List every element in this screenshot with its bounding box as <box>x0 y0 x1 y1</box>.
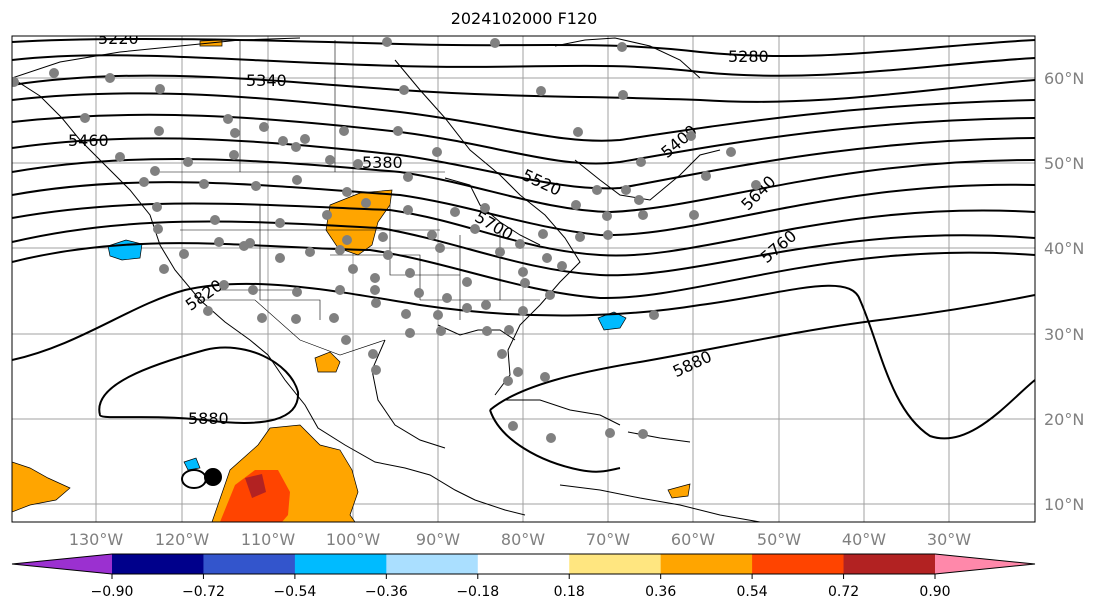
contour-label: 5220 <box>98 29 139 48</box>
colorbar-tick-label: −0.18 <box>456 584 499 600</box>
contour-label: 5400 <box>657 121 700 162</box>
colorbar-segment <box>569 554 662 574</box>
lon-label: 80°W <box>501 530 545 549</box>
lat-label: 40°N <box>1044 239 1084 258</box>
lon-label: 30°W <box>927 530 971 549</box>
contour-label: 5520 <box>519 165 564 199</box>
contour-label: 5460 <box>68 131 109 150</box>
lat-label: 50°N <box>1044 154 1084 173</box>
latitude-labels: 60°N 50°N 40°N 30°N 20°N 10°N <box>1044 69 1084 514</box>
colorbar-tick-label: −0.72 <box>182 584 225 600</box>
anomaly-fill <box>12 39 691 522</box>
lon-label: 110°W <box>241 530 296 549</box>
longitude-labels: 130°W 120°W 110°W 100°W 90°W 80°W 70°W 6… <box>69 530 971 549</box>
station-dots <box>12 37 761 443</box>
tropical-symbol <box>181 468 222 489</box>
colorbar-tick-label: 0.72 <box>828 584 859 600</box>
colorbar-segment <box>112 554 204 574</box>
map-frame <box>11 35 1036 523</box>
map-title: 2024102000 F120 <box>450 9 598 28</box>
colorbar-extend-low <box>12 554 112 574</box>
contour-label-group: 5220 5340 5280 5460 5380 5400 5520 5700 … <box>68 29 800 428</box>
lon-label: 120°W <box>155 530 210 549</box>
height-contours <box>12 37 1035 473</box>
lon-label: 100°W <box>326 530 381 549</box>
lon-label: 90°W <box>416 530 460 549</box>
colorbar-extend-high <box>935 554 1035 574</box>
lon-label: 130°W <box>69 530 124 549</box>
colorbar-segment <box>386 554 479 574</box>
lon-label: 60°W <box>671 530 715 549</box>
lon-label: 40°W <box>842 530 886 549</box>
contour-label: 5280 <box>728 47 769 66</box>
colorbar-tick-label: 0.18 <box>554 584 585 600</box>
colorbar <box>11 553 1036 575</box>
colorbar-tick-label: 0.36 <box>645 584 676 600</box>
contour-label: 5340 <box>246 71 287 90</box>
colorbar-tick-label: −0.36 <box>365 584 408 600</box>
lon-label: 50°W <box>757 530 801 549</box>
colorbar-ticks: −0.90 −0.72 −0.54 −0.36 −0.18 0.18 0.36 0.54 0.7… <box>91 574 951 600</box>
colorbar-segment <box>843 554 936 574</box>
contour-label: 5640 <box>737 172 779 214</box>
colorbar-segment <box>660 554 753 574</box>
lat-label: 10°N <box>1044 495 1084 514</box>
contour-label: 5880 <box>188 409 229 428</box>
colorbar-segment <box>477 554 570 574</box>
colorbar-segment <box>752 554 845 574</box>
contour-label: 5380 <box>362 153 403 172</box>
lat-label: 20°N <box>1044 410 1084 429</box>
lon-label: 70°W <box>586 530 630 549</box>
colorbar-tick-label: −0.54 <box>273 584 316 600</box>
graticule <box>12 36 1035 522</box>
colorbar-segment <box>203 554 296 574</box>
colorbar-tick-label: −0.90 <box>91 584 134 600</box>
lat-label: 30°N <box>1044 325 1084 344</box>
colorbar-tick-label: 0.54 <box>737 584 768 600</box>
colorbar-segment <box>294 554 387 574</box>
colorbar-tick-label: 0.90 <box>919 584 950 600</box>
lat-label: 60°N <box>1044 69 1084 88</box>
